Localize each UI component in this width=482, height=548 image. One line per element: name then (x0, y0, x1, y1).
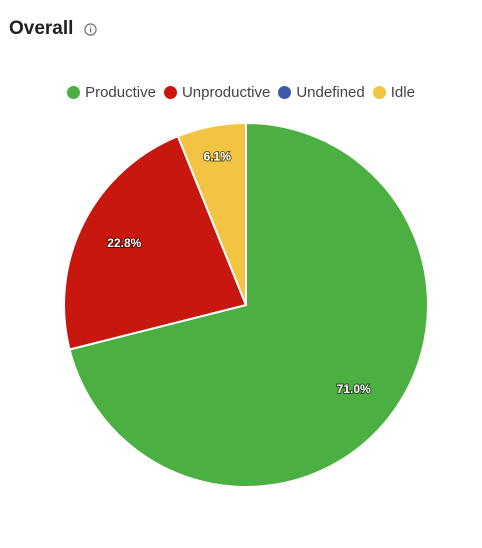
legend-item-unproductive[interactable]: Unproductive (163, 84, 271, 101)
legend-swatch (278, 86, 292, 99)
chart-legend: Productive Unproductive Undefined Idle (0, 84, 482, 101)
chart-header: Overall (9, 18, 98, 40)
legend-swatch (163, 86, 177, 99)
legend-label: Undefined (296, 84, 365, 101)
legend-swatch (67, 86, 81, 99)
data-label-productive: 71.0% (337, 382, 371, 396)
pie-slice-productive[interactable] (68, 121, 429, 488)
legend-swatch (372, 86, 386, 99)
info-icon[interactable] (84, 22, 98, 36)
legend-item-idle[interactable]: Idle (372, 84, 415, 101)
data-label-idle: 6.1% (204, 150, 232, 164)
legend-label: Unproductive (181, 84, 271, 101)
legend-label: Productive (85, 84, 156, 101)
page-title: Overall (9, 18, 74, 39)
pie-slice-unproductive[interactable] (63, 134, 248, 351)
legend-label: Idle (390, 84, 415, 101)
data-label-unproductive: 22.8% (107, 236, 141, 250)
pie-slice-idle[interactable] (176, 121, 247, 306)
legend-item-productive[interactable]: Productive (67, 84, 156, 101)
legend-item-undefined[interactable]: Undefined (278, 84, 365, 101)
